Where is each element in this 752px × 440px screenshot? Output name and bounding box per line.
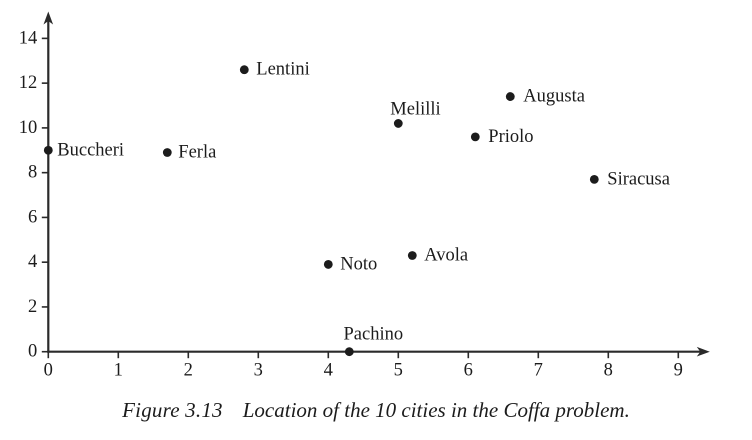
x-axis-tick-label: 7 (534, 361, 543, 381)
city-point-ferla (162, 148, 172, 157)
city-point-melilli (393, 119, 403, 128)
city-label-noto: Noto (340, 254, 377, 274)
y-axis-tick-label: 6 (28, 207, 37, 227)
city-label-buccheri: Buccheri (57, 140, 124, 160)
city-point-priolo (470, 132, 480, 142)
city-point-lentini (239, 65, 249, 75)
x-axis-tick-label: 5 (394, 361, 403, 381)
city-label-lentini: Lentini (256, 60, 309, 80)
y-axis-tick-label: 2 (28, 297, 37, 317)
y-axis-tick-label: 14 (19, 28, 38, 48)
y-axis-tick-label: 4 (28, 252, 37, 272)
city-point-avola (407, 251, 417, 260)
x-axis-tick-label: 3 (254, 361, 263, 381)
city-point-noto (323, 260, 333, 269)
y-axis-tick-label: 8 (28, 163, 37, 183)
x-axis-tick-label: 1 (114, 361, 123, 381)
x-axis-tick-label: 2 (184, 361, 193, 381)
y-axis-tick-label: 0 (28, 342, 37, 362)
figure-caption: Figure 3.13 Location of the 10 cities in… (0, 396, 752, 424)
y-axis-tick-label: 10 (19, 118, 38, 138)
figure-caption-label: Figure 3.13 (122, 398, 223, 422)
x-axis-tick-label: 0 (44, 361, 53, 381)
city-point-augusta (505, 92, 515, 101)
city-label-ferla: Ferla (178, 143, 216, 163)
figure-caption-text: Location of the 10 cities in the Coffa p… (242, 398, 630, 422)
y-axis-arrow-icon (43, 11, 54, 25)
x-axis-tick-label: 8 (604, 361, 613, 381)
city-label-siracusa: Siracusa (607, 169, 670, 189)
x-axis-tick-label: 6 (464, 361, 473, 381)
city-label-avola: Avola (424, 245, 468, 265)
city-label-melilli: Melilli (390, 99, 440, 119)
city-label-priolo: Priolo (488, 127, 533, 147)
y-axis-tick-label: 12 (19, 73, 38, 93)
x-axis-tick-label: 9 (674, 361, 683, 381)
x-axis-tick-label: 4 (324, 361, 333, 381)
city-label-augusta: Augusta (523, 87, 585, 107)
city-point-pachino (344, 347, 354, 357)
city-point-buccheri (43, 145, 53, 155)
x-axis-arrow-icon (696, 346, 710, 357)
city-point-siracusa (589, 174, 599, 184)
city-label-pachino: Pachino (343, 325, 403, 345)
